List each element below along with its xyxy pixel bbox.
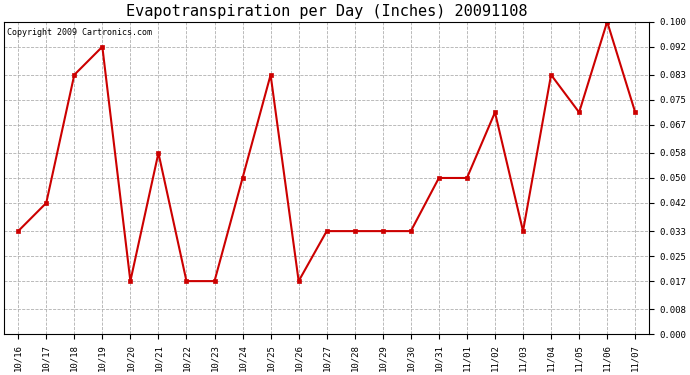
Text: Copyright 2009 Cartronics.com: Copyright 2009 Cartronics.com [8,28,152,37]
Title: Evapotranspiration per Day (Inches) 20091108: Evapotranspiration per Day (Inches) 2009… [126,4,527,19]
